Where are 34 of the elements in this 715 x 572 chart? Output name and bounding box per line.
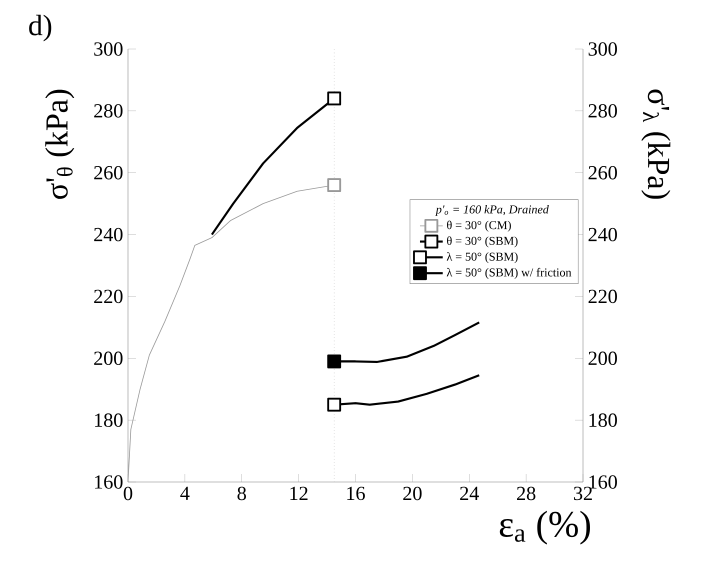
y2-tick-label: 240 [588, 228, 617, 242]
x-tick-label: 4 [180, 486, 190, 500]
y2-tick-label: 260 [588, 166, 617, 180]
x-tick-label: 28 [517, 486, 536, 500]
y-tick-label: 220 [94, 290, 123, 304]
x-tick-label: 8 [238, 486, 246, 500]
y2-tick-label: 280 [588, 104, 617, 118]
x-tick-label: 32 [574, 486, 592, 500]
y-tick-label: 240 [94, 228, 123, 242]
y-tick-label: 300 [94, 42, 123, 56]
y-tick-label: 200 [94, 352, 123, 366]
legend-label: θ = 30° (CM) [447, 220, 511, 232]
y2-tick-label: 300 [588, 42, 617, 56]
x-tick-label: 0 [124, 486, 132, 500]
y-axis-title: σ'$_{θ}$ (kPa) [45, 90, 74, 199]
x-tick-label: 24 [460, 486, 479, 500]
x-tick-label: 20 [403, 486, 422, 500]
legend-label: θ = 30° (SBM) [447, 236, 518, 248]
x-tick-label: 16 [347, 486, 365, 500]
y-tick-label: 280 [94, 104, 123, 118]
y2-tick-label: 180 [589, 413, 617, 427]
legend-label: λ = 50° (SBM) w/ friction [446, 268, 572, 279]
y2-tick-label: 160 [589, 475, 617, 489]
y2-axis-title: σ'$_{λ}$ (kPa) [641, 90, 670, 199]
legend-title: p'$_{o}$ = 160 kPa, Drained [435, 205, 549, 216]
y-tick-label: 160 [95, 475, 123, 489]
y2-tick-label: 220 [588, 290, 617, 304]
y-tick-label: 260 [94, 166, 123, 180]
y-tick-label: 180 [95, 413, 123, 427]
x-axis-title: ε$_{a}$ (%) [500, 510, 590, 545]
legend-label: λ = 50° (SBM) [446, 252, 518, 264]
y2-tick-label: 200 [588, 352, 617, 366]
text: d) [29, 14, 52, 42]
x-tick-label: 12 [290, 486, 308, 500]
